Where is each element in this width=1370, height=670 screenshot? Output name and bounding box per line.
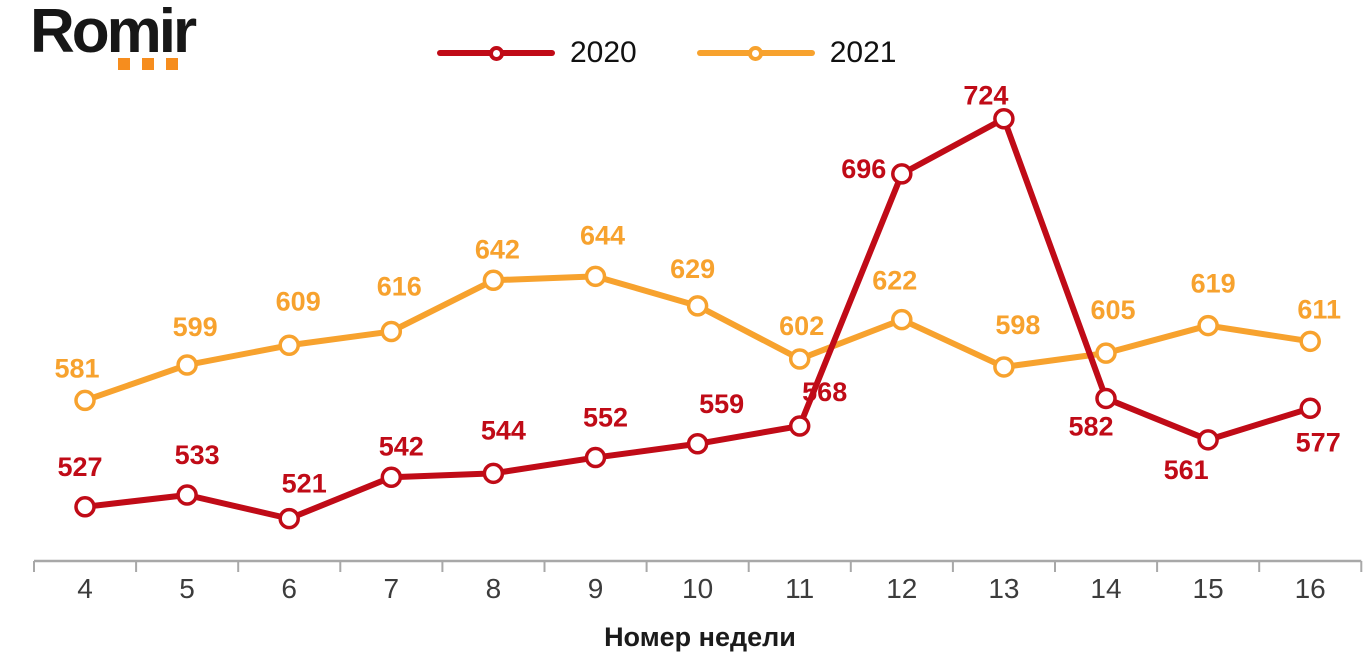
data-point-marker-2021 — [1197, 314, 1219, 337]
data-point-label-2020: 527 — [57, 452, 102, 482]
legend-entry-2021: 2021 — [696, 36, 897, 70]
data-point-marker-2020 — [74, 496, 96, 518]
data-point-label-2020: 533 — [175, 440, 220, 470]
data-point-label-2020: 582 — [1068, 411, 1113, 441]
romir-logo-text: Romir — [30, 0, 197, 66]
data-point-label-2021: 629 — [670, 254, 715, 284]
data-point-marker-2021 — [1299, 330, 1321, 353]
data-point-marker-2021 — [482, 269, 505, 292]
data-point-label-2020: 521 — [282, 469, 327, 499]
data-point-label-2021: 598 — [995, 310, 1040, 340]
legend-label-2020: 2020 — [570, 36, 637, 69]
data-point-marker-2021 — [1095, 342, 1117, 364]
x-tick-label: 15 — [1193, 573, 1224, 604]
data-point-marker-2020 — [1197, 429, 1219, 451]
data-point-marker-2020 — [584, 446, 607, 469]
x-tick-label: 11 — [785, 573, 814, 604]
data-point-label-2021: 642 — [475, 234, 520, 264]
data-point-label-2021: 619 — [1191, 269, 1236, 299]
data-point-marker-2021 — [788, 348, 811, 370]
data-point-label-2020: 544 — [481, 415, 526, 445]
x-tick-label: 14 — [1090, 573, 1121, 604]
chart-legend: 2020 2021 — [437, 36, 897, 70]
data-point-marker-2021 — [176, 354, 198, 376]
data-point-label-2021: 609 — [276, 286, 321, 316]
x-tick-label: 16 — [1295, 573, 1326, 604]
x-tick-label: 9 — [588, 573, 604, 604]
data-point-marker-2020 — [1095, 387, 1117, 410]
romir-logo-dots-icon — [118, 58, 178, 70]
data-point-label-2021: 605 — [1090, 295, 1135, 325]
data-point-label-2020: 552 — [583, 403, 628, 433]
data-point-label-2021: 611 — [1297, 294, 1341, 324]
x-tick-label: 7 — [384, 573, 400, 604]
data-point-label-2020: 568 — [802, 377, 847, 407]
data-point-label-2020: 577 — [1296, 427, 1341, 457]
legend-line-marker-icon — [696, 45, 815, 61]
x-tick-label: 6 — [281, 573, 297, 604]
data-point-marker-2020 — [1299, 397, 1321, 420]
legend-label-2021: 2021 — [829, 36, 897, 69]
data-point-label-2020: 724 — [963, 81, 1008, 111]
data-point-label-2021: 616 — [377, 271, 422, 301]
data-point-label-2020: 696 — [841, 154, 886, 184]
data-point-label-2020: 561 — [1164, 455, 1209, 485]
legend-line-marker-icon — [437, 45, 555, 61]
data-point-marker-2021 — [278, 334, 300, 357]
x-tick-label: 4 — [77, 573, 93, 604]
data-point-label-2020: 559 — [699, 389, 744, 419]
data-point-marker-2021 — [74, 389, 96, 412]
data-point-label-2021: 602 — [779, 311, 824, 341]
x-tick-label: 8 — [486, 573, 502, 604]
x-tick-label: 5 — [179, 573, 195, 604]
legend-entry-2020: 2020 — [437, 36, 637, 70]
data-point-label-2021: 622 — [872, 266, 917, 296]
data-point-label-2021: 581 — [54, 353, 99, 383]
data-point-marker-2020 — [482, 462, 505, 485]
data-point-marker-2020 — [788, 415, 811, 437]
romir-logo: Romir — [30, 0, 260, 80]
data-point-marker-2021 — [584, 265, 607, 288]
legend-circle-marker-icon — [488, 45, 504, 61]
data-point-marker-2020 — [686, 433, 709, 455]
data-point-marker-2021 — [993, 356, 1015, 378]
data-point-label-2020: 542 — [379, 431, 424, 461]
data-point-marker-2021 — [686, 295, 709, 317]
data-point-label-2021: 644 — [580, 220, 625, 250]
x-tick-label: 10 — [682, 573, 713, 604]
legend-circle-marker-icon — [748, 45, 764, 61]
data-point-marker-2020 — [380, 466, 403, 489]
data-point-marker-2020 — [993, 107, 1015, 130]
data-point-marker-2021 — [380, 320, 403, 343]
data-point-marker-2021 — [891, 308, 913, 331]
data-point-marker-2020 — [176, 484, 198, 506]
x-tick-label: 12 — [886, 573, 917, 604]
x-axis-title: Номер недели — [604, 622, 796, 652]
data-point-marker-2020 — [278, 507, 300, 530]
x-tick-label: 13 — [988, 573, 1019, 604]
data-point-marker-2020 — [891, 163, 913, 185]
data-point-label-2021: 599 — [173, 312, 218, 342]
